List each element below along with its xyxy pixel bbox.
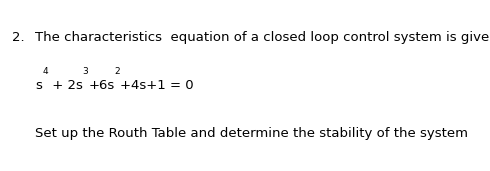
Text: Set up the Routh Table and determine the stability of the system: Set up the Routh Table and determine the… [35,127,468,140]
Text: 2.: 2. [12,31,25,44]
Text: The characteristics  equation of a closed loop control system is given by: The characteristics equation of a closed… [35,31,490,44]
Text: 3: 3 [83,67,88,76]
Text: 2: 2 [115,67,120,76]
Text: 4: 4 [42,67,48,76]
Text: +4s+1 = 0: +4s+1 = 0 [120,79,194,92]
Text: +6s: +6s [88,79,115,92]
Text: + 2s: + 2s [48,79,83,92]
Text: s: s [35,79,42,92]
